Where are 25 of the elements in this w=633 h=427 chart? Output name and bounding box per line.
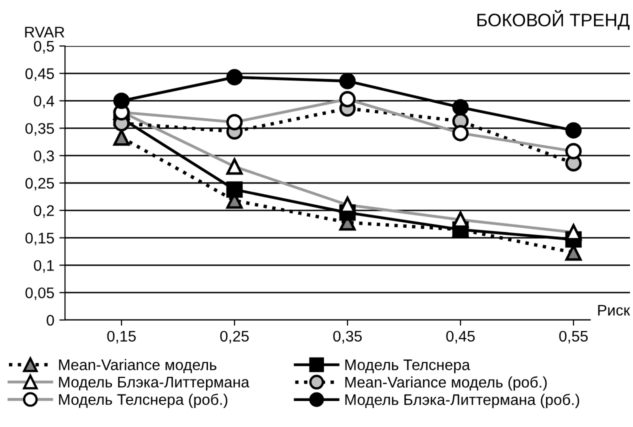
- y-tick-label: 0: [46, 314, 54, 326]
- y-tick-label: 0,4: [34, 96, 54, 108]
- x-tick-label: 0,35: [333, 330, 362, 344]
- y-tick-label: 0,1: [34, 260, 54, 273]
- legend-label: Модель Блэка-Литтермана: [59, 376, 250, 391]
- y-tick-label: 0,05: [25, 287, 54, 300]
- legend-label: Модель Блэка-Литтермана (роб.): [345, 394, 580, 408]
- y-tick-label: 0,3: [34, 150, 54, 164]
- x-tick-label: 0,45: [446, 330, 475, 344]
- y-tick-label: 0,2: [34, 205, 54, 218]
- y-tick-label: 0,15: [25, 232, 54, 246]
- x-tick-label: 0,55: [559, 330, 588, 344]
- x-tick-label: 0,15: [107, 330, 136, 344]
- y-tick-label: 0,25: [25, 178, 54, 190]
- y-axis-title: RVAR: [25, 26, 64, 38]
- x-axis-title: Риск: [598, 304, 630, 316]
- legend-label: Mean-Variance модель (роб.): [345, 376, 547, 391]
- legend-label: Модель Телснера (роб.): [59, 394, 228, 408]
- y-tick-label: 0,45: [25, 68, 54, 81]
- y-tick-label: 0,5: [34, 40, 54, 54]
- legend-label: Mean-Variance модель: [59, 358, 216, 374]
- chart-title: БОКОВОЙ ТРЕНД: [477, 10, 630, 30]
- legend-label: Модель Телснера: [345, 360, 470, 374]
- y-tick-label: 0,35: [25, 123, 54, 136]
- x-tick-label: 0,25: [220, 330, 249, 344]
